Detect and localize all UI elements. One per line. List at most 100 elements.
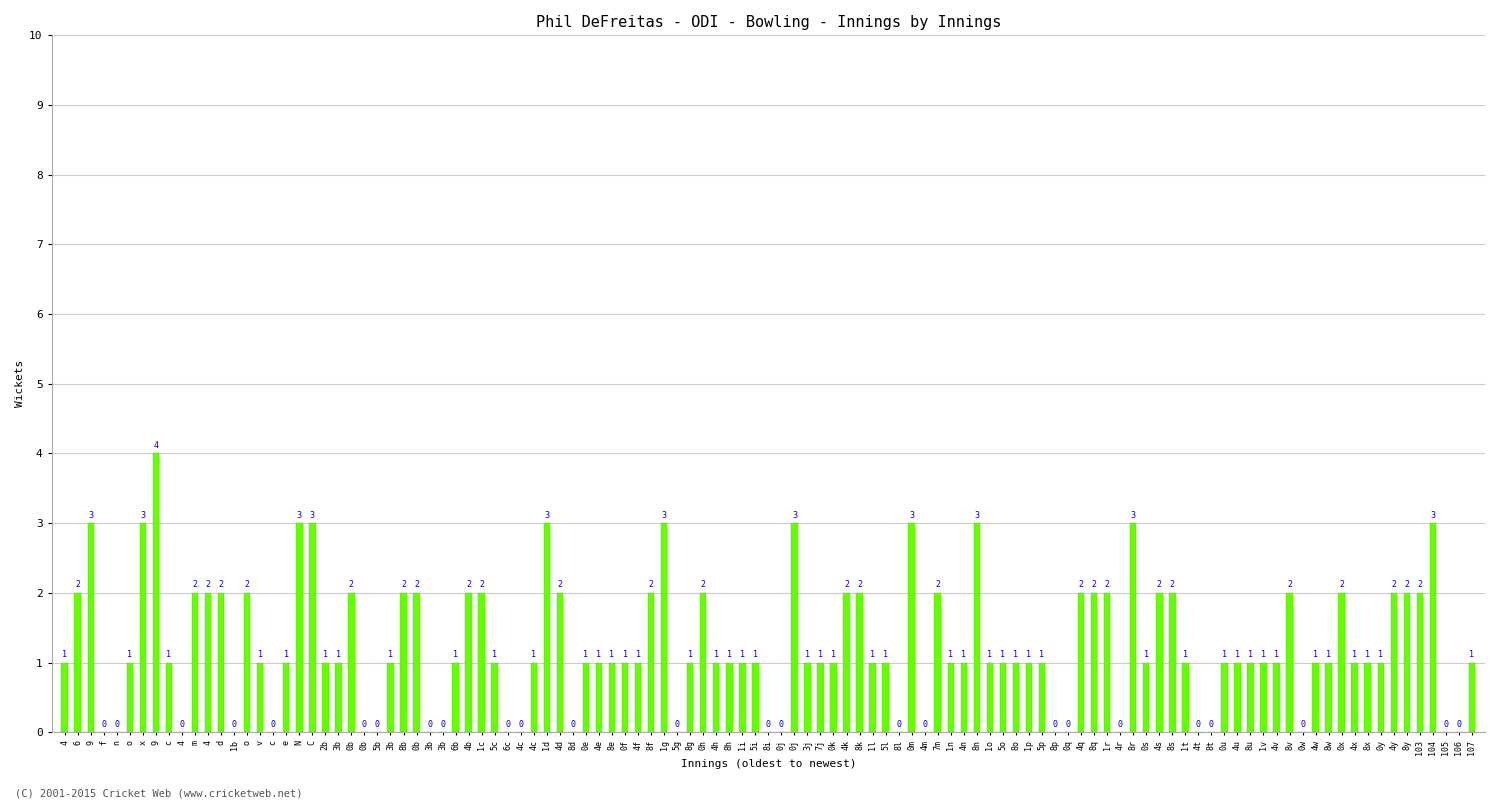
Text: 1: 1 <box>962 650 966 659</box>
Bar <box>909 523 915 732</box>
Text: 2: 2 <box>648 580 654 590</box>
Bar <box>1156 593 1162 732</box>
Bar <box>1013 662 1019 732</box>
Text: 1: 1 <box>870 650 874 659</box>
Bar <box>1390 593 1396 732</box>
Bar <box>492 662 498 732</box>
Text: 0: 0 <box>1456 720 1461 729</box>
Bar <box>882 662 890 732</box>
Text: 2: 2 <box>350 580 354 590</box>
Bar <box>648 593 654 732</box>
Text: 1: 1 <box>1026 650 1032 659</box>
Bar <box>752 662 759 732</box>
Bar <box>465 593 472 732</box>
Bar <box>700 593 706 732</box>
Bar <box>830 662 837 732</box>
Text: 1: 1 <box>597 650 602 659</box>
Text: 0: 0 <box>362 720 368 729</box>
Bar <box>1377 662 1384 732</box>
Text: 0: 0 <box>375 720 380 729</box>
Bar <box>1468 662 1474 732</box>
Bar <box>987 662 993 732</box>
Text: 0: 0 <box>766 720 771 729</box>
Bar <box>1338 593 1346 732</box>
Text: 1: 1 <box>322 650 328 659</box>
Text: 0: 0 <box>114 720 120 729</box>
Bar <box>1104 593 1110 732</box>
Bar <box>1430 523 1436 732</box>
Text: 2: 2 <box>844 580 849 590</box>
Text: 1: 1 <box>258 650 262 659</box>
Text: 2: 2 <box>219 580 224 590</box>
Text: 3: 3 <box>975 510 980 520</box>
Text: 0: 0 <box>1118 720 1122 729</box>
Bar <box>790 523 798 732</box>
Bar <box>217 593 225 732</box>
Bar <box>609 662 615 732</box>
Bar <box>296 523 303 732</box>
Text: 0: 0 <box>519 720 524 729</box>
Bar <box>348 593 354 732</box>
Text: 1: 1 <box>753 650 758 659</box>
Bar <box>244 593 250 732</box>
Text: 1: 1 <box>687 650 693 659</box>
Text: 0: 0 <box>427 720 432 729</box>
Text: 1: 1 <box>831 650 836 659</box>
Text: 2: 2 <box>934 580 940 590</box>
Bar <box>740 662 746 732</box>
Bar <box>284 662 290 732</box>
Y-axis label: Wickets: Wickets <box>15 360 26 407</box>
Text: 1: 1 <box>284 650 288 659</box>
Text: 1: 1 <box>1312 650 1318 659</box>
Text: 1: 1 <box>1222 650 1227 659</box>
Text: 0: 0 <box>922 720 927 729</box>
Bar <box>1404 593 1410 732</box>
Bar <box>1274 662 1280 732</box>
Text: 1: 1 <box>714 650 718 659</box>
Bar <box>818 662 824 732</box>
Bar <box>1326 662 1332 732</box>
Text: 0: 0 <box>270 720 276 729</box>
Text: 0: 0 <box>1300 720 1305 729</box>
Bar <box>687 662 693 732</box>
Bar <box>478 593 484 732</box>
Bar <box>1260 662 1266 732</box>
Bar <box>140 523 146 732</box>
Bar <box>634 662 642 732</box>
Text: 1: 1 <box>728 650 732 659</box>
Text: 3: 3 <box>909 510 914 520</box>
Bar <box>1143 662 1149 732</box>
Text: 1: 1 <box>531 650 537 659</box>
Text: 2: 2 <box>1392 580 1396 590</box>
Text: 1: 1 <box>1040 650 1044 659</box>
Text: 1: 1 <box>1365 650 1370 659</box>
Text: 1: 1 <box>1234 650 1240 659</box>
Text: (C) 2001-2015 Cricket Web (www.cricketweb.net): (C) 2001-2015 Cricket Web (www.cricketwe… <box>15 788 303 798</box>
Bar <box>948 662 954 732</box>
Bar <box>712 662 720 732</box>
Text: 2: 2 <box>1104 580 1110 590</box>
Text: 1: 1 <box>806 650 810 659</box>
Bar <box>999 662 1006 732</box>
X-axis label: Innings (oldest to newest): Innings (oldest to newest) <box>681 759 856 769</box>
Bar <box>622 662 628 732</box>
Text: 1: 1 <box>336 650 340 659</box>
Bar <box>974 523 980 732</box>
Text: 2: 2 <box>1078 580 1083 590</box>
Bar <box>75 593 81 732</box>
Text: 1: 1 <box>128 650 132 659</box>
Text: 1: 1 <box>1378 650 1383 659</box>
Text: 0: 0 <box>1196 720 1202 729</box>
Text: 1: 1 <box>388 650 393 659</box>
Bar <box>662 523 668 732</box>
Text: 0: 0 <box>231 720 237 729</box>
Text: 3: 3 <box>544 510 549 520</box>
Text: 1: 1 <box>987 650 993 659</box>
Text: 0: 0 <box>102 720 106 729</box>
Bar <box>322 662 328 732</box>
Text: 1: 1 <box>636 650 640 659</box>
Bar <box>960 662 968 732</box>
Text: 1: 1 <box>609 650 615 659</box>
Text: 2: 2 <box>206 580 210 590</box>
Text: 0: 0 <box>1053 720 1058 729</box>
